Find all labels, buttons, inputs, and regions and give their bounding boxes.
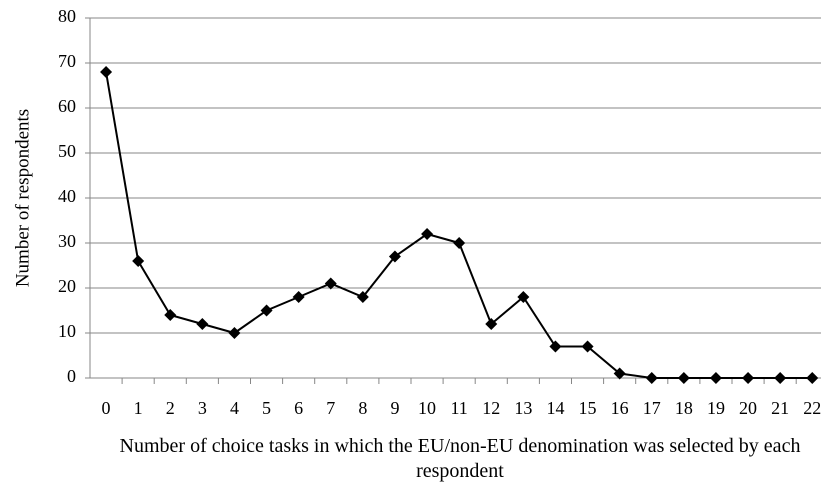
x-tick-label: 8 (358, 398, 367, 418)
x-tick-label: 19 (707, 398, 725, 418)
x-axis-label: Number of choice tasks in which the EU/n… (119, 435, 801, 482)
marker (613, 367, 626, 380)
marker (260, 304, 273, 317)
marker (421, 228, 434, 240)
y-tick-label: 80 (58, 6, 76, 26)
x-tick-label: 20 (739, 398, 757, 418)
marker (388, 250, 401, 263)
marker (132, 255, 145, 267)
marker (806, 372, 819, 384)
y-tick-label: 50 (58, 141, 76, 161)
x-tick-label: 2 (166, 398, 175, 418)
x-tick-label: 16 (611, 398, 629, 418)
y-tick-label: 70 (58, 51, 76, 71)
x-tick-label: 10 (418, 398, 436, 418)
marker (549, 340, 562, 353)
x-tick-label: 17 (643, 398, 661, 418)
y-tick-label: 40 (58, 186, 76, 206)
x-tick-label: 18 (675, 398, 693, 418)
marker (356, 291, 369, 303)
x-tick-label: 14 (546, 398, 564, 418)
marker (677, 372, 690, 384)
y-tick-label: 0 (67, 366, 76, 386)
x-tick-label: 9 (390, 398, 399, 418)
x-tick-label: 3 (198, 398, 207, 418)
marker (774, 372, 787, 384)
x-tick-label: 0 (102, 398, 111, 418)
marker (742, 372, 755, 384)
marker (645, 372, 658, 384)
x-tick-label: 15 (579, 398, 597, 418)
marker (581, 340, 594, 353)
y-tick-label: 60 (58, 96, 76, 116)
y-tick-label: 20 (58, 276, 76, 296)
x-tick-label: 13 (514, 398, 532, 418)
x-tick-label: 11 (450, 398, 467, 418)
y-axis-label: Number of respondents (12, 109, 33, 287)
marker (292, 291, 305, 303)
y-tick-label: 10 (58, 321, 76, 341)
x-tick-label: 12 (482, 398, 500, 418)
x-tick-label: 7 (326, 398, 335, 418)
x-tick-label: 6 (294, 398, 303, 418)
x-tick-label: 1 (134, 398, 143, 418)
y-tick-label: 30 (58, 231, 76, 251)
marker (517, 291, 530, 303)
marker (324, 277, 337, 290)
marker (485, 318, 498, 330)
series-line (105, 71, 813, 379)
marker (228, 327, 241, 339)
x-tick-label: 22 (803, 398, 821, 418)
x-tick-label: 21 (771, 398, 789, 418)
marker (453, 237, 466, 249)
x-tick-label: 4 (230, 398, 239, 418)
marker (709, 372, 722, 384)
marker (164, 309, 177, 321)
marker (196, 318, 209, 330)
x-tick-label: 5 (262, 398, 271, 418)
marker (100, 66, 113, 78)
